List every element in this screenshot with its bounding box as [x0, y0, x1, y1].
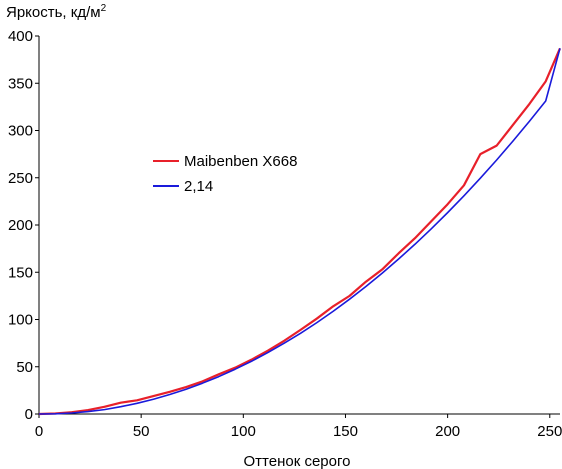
y-tick-label: 400: [8, 28, 33, 45]
y-tick-label: 350: [8, 75, 33, 92]
legend-label-1: Maibenben X668: [184, 153, 297, 170]
x-axis-ticks: 0 50 100 150 200 250: [35, 414, 562, 440]
svg-text:Яркость, кд/м2: Яркость, кд/м2: [6, 3, 107, 21]
x-tick-label: 0: [35, 423, 43, 440]
y-axis-ticks: 0 50 100 150 200 250 300 350 400: [8, 28, 39, 423]
x-tick-label: 250: [537, 423, 562, 440]
x-tick-label: 200: [435, 423, 460, 440]
x-tick-label: 100: [231, 423, 256, 440]
x-tick-label: 150: [333, 423, 358, 440]
legend: Maibenben X668 2,14: [153, 153, 297, 195]
y-tick-label: 200: [8, 217, 33, 234]
series-line-2: [38, 48, 561, 415]
series-lines: [38, 47, 562, 416]
y-axis-label: Яркость, кд/м2: [6, 3, 107, 21]
axes: [38, 36, 560, 415]
y-tick-label: 100: [8, 312, 33, 329]
y-tick-label: 0: [25, 406, 33, 423]
y-tick-label: 50: [16, 359, 33, 376]
x-tick-label: 50: [133, 423, 150, 440]
y-tick-label: 300: [8, 123, 33, 140]
y-tick-label: 250: [8, 170, 33, 187]
y-axis-label-text: Яркость, кд/м: [6, 4, 101, 21]
series-line-1: [38, 47, 562, 416]
y-tick-label: 150: [8, 264, 33, 281]
y-axis-label-superscript: 2: [101, 3, 107, 14]
legend-label-2: 2,14: [184, 178, 213, 195]
x-axis-label: Оттенок серого: [244, 453, 351, 469]
